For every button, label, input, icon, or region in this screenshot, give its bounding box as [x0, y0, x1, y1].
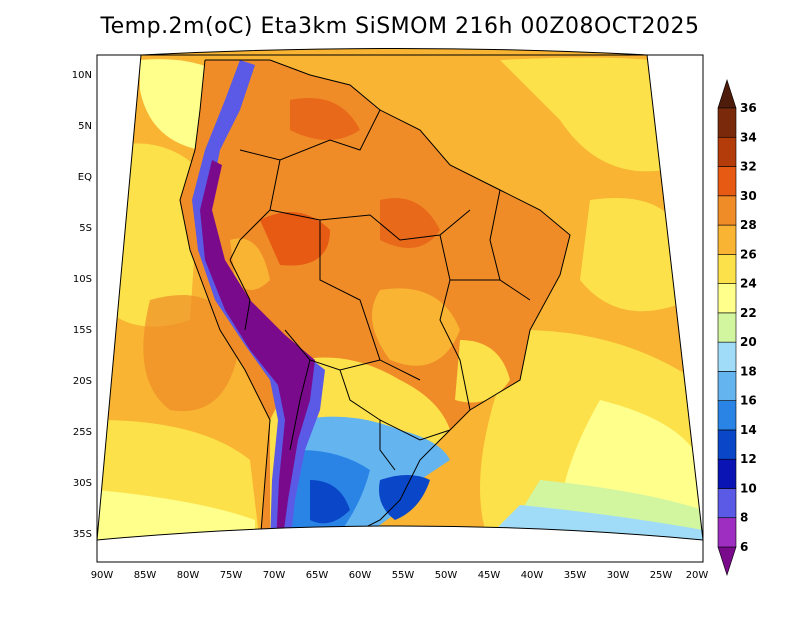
colorbar-segment	[717, 429, 737, 460]
ocean-mild-north-atlantic	[500, 57, 665, 172]
colorbar-segment	[717, 224, 737, 255]
colorbar-segment	[717, 195, 737, 226]
lat-label: 10N	[72, 70, 92, 81]
colorbar-segment	[717, 488, 737, 519]
land-mild-southeast-brazil	[455, 340, 510, 403]
land-mild-west	[230, 238, 270, 290]
colorbar-arrow-low	[717, 546, 737, 576]
lon-axis: 90W 85W 80W 75W 70W 65W 60W 55W 50W 45W …	[91, 570, 709, 581]
lon-label: 35W	[564, 570, 587, 581]
lat-label: 10S	[73, 274, 92, 285]
lon-label: 25W	[650, 570, 673, 581]
lon-label: 75W	[220, 570, 243, 581]
colorbar-label: 18	[740, 364, 757, 378]
map-title: Temp.2m(oC) Eta3km SiSMOM 216h 00Z08OCT2…	[100, 14, 700, 39]
colorbar-label: 10	[740, 481, 757, 495]
country-borders	[179, 59, 571, 540]
colorbar-label: 28	[740, 218, 757, 232]
map-field	[97, 48, 703, 540]
lon-label: 90W	[91, 570, 114, 581]
land-coldest-patch	[310, 480, 350, 524]
colorbar-arrow-high	[717, 79, 737, 109]
colorbar-label: 32	[740, 160, 757, 174]
lon-label: 20W	[686, 570, 709, 581]
lon-label: 60W	[349, 570, 372, 581]
lat-label: EQ	[78, 172, 92, 183]
colorbar-label: 26	[740, 247, 757, 261]
colorbar-segment	[717, 341, 737, 372]
lon-label: 50W	[435, 570, 458, 581]
lat-label: 20S	[73, 376, 92, 387]
lon-label: 45W	[478, 570, 501, 581]
lat-label: 25S	[73, 427, 92, 438]
colorbar: 6 8 10 12 14 16 18 20 22 24 26 28 30 32 34 36	[717, 79, 757, 576]
colorbar-label: 24	[740, 277, 757, 291]
ocean-warm-pacific	[143, 295, 240, 412]
colorbar-label: 12	[740, 452, 757, 466]
lon-label: 30W	[607, 570, 630, 581]
colorbar-label: 22	[740, 306, 757, 320]
colorbar-segment	[717, 371, 737, 401]
lon-label: 55W	[392, 570, 415, 581]
colorbar-segment	[717, 283, 737, 314]
lon-label: 85W	[134, 570, 157, 581]
ocean-mild-atlantic	[580, 198, 690, 312]
colorbar-segment	[717, 136, 737, 167]
lon-label: 70W	[263, 570, 286, 581]
colorbar-segment	[717, 400, 737, 431]
colorbar-label: 20	[740, 335, 757, 349]
colorbar-label: 16	[740, 394, 757, 408]
colorbar-segment	[717, 107, 737, 138]
andes-coldest-core	[200, 160, 315, 540]
lon-label: 40W	[521, 570, 544, 581]
land-hot-amazon-west	[260, 212, 330, 266]
colorbar-segment	[717, 254, 737, 284]
lon-label: 65W	[306, 570, 329, 581]
lat-label: 30S	[73, 478, 92, 489]
colorbar-segment	[717, 312, 737, 343]
land-mild-central-brazil	[372, 288, 460, 366]
lat-label: 35S	[73, 529, 92, 540]
lat-label: 15S	[73, 325, 92, 336]
colorbar-label: 36	[740, 101, 757, 115]
lat-label: 5N	[78, 121, 92, 132]
map-frame	[96, 54, 704, 563]
colorbar-label: 8	[740, 511, 748, 525]
colorbar-segment	[717, 458, 737, 489]
lon-label: 80W	[177, 570, 200, 581]
land-hot-north	[290, 98, 360, 140]
colorbar-label: 14	[740, 423, 757, 437]
lat-label: 5S	[79, 223, 92, 234]
colorbar-label: 34	[740, 130, 757, 144]
colorbar-label: 6	[740, 540, 748, 554]
colorbar-segment	[717, 166, 737, 197]
colorbar-label: 30	[740, 189, 757, 203]
colorbar-segment	[717, 517, 737, 548]
map-outline	[96, 48, 704, 541]
lat-axis: 10N 5N EQ 5S 10S 15S 20S 25S 30S 35S	[72, 70, 92, 540]
